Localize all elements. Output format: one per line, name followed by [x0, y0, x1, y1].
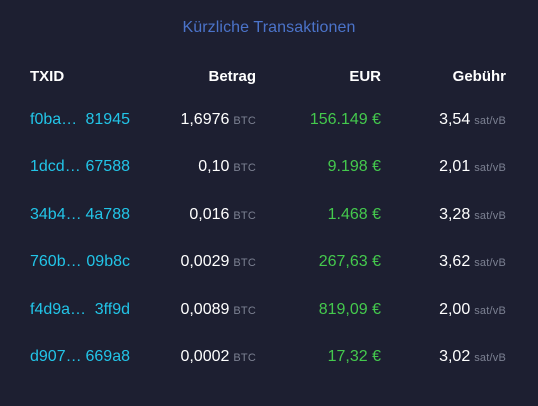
txid-start: d907…	[30, 348, 82, 366]
btc-unit: BTC	[233, 304, 256, 317]
amount-value: 0,0029	[180, 253, 230, 271]
eur-value: 17,32 €	[327, 348, 381, 366]
txid-start: f4d9a…	[30, 300, 87, 318]
table-row: 760b… 09b8c 0,0029 BTC 267,63 € 3,62 sat/v…	[30, 239, 506, 287]
eur-value: 9.198 €	[327, 158, 381, 176]
txid-cell: 760b… 09b8c	[30, 253, 150, 271]
btc-unit: BTC	[233, 209, 256, 222]
txid-end: 09b8c	[86, 253, 130, 271]
table-row: 34b4… 4a788 0,016 BTC 1.468 € 3,28 sat/vB	[30, 191, 506, 239]
table-row: d907… 669a8 0,0002 BTC 17,32 € 3,02 sat/vB	[30, 334, 506, 382]
txid-link[interactable]: 1dcd… 67588	[30, 158, 130, 176]
column-header-amount: Betrag	[208, 67, 256, 85]
fee-cell: 3,62 sat/vB	[381, 253, 506, 271]
fee-value: 3,54	[439, 110, 471, 128]
fee-unit: sat/vB	[474, 304, 506, 317]
amount-cell: 0,0089 BTC	[150, 301, 256, 319]
amount-cell: 0,10 BTC	[150, 158, 256, 176]
eur-cell: 1.468 €	[256, 206, 381, 224]
txid-link[interactable]: f0ba… 81945	[30, 111, 130, 129]
txid-cell: f4d9a… 3ff9d	[30, 301, 150, 319]
txid-start: 760b…	[30, 253, 82, 271]
table-row: 1dcd… 67588 0,10 BTC 9.198 € 2,01 sat/vB	[30, 144, 506, 192]
amount-value: 0,016	[189, 205, 230, 223]
fee-value: 3,28	[439, 205, 471, 223]
fee-cell: 3,54 sat/vB	[381, 111, 506, 129]
txid-link[interactable]: f4d9a… 3ff9d	[30, 301, 130, 319]
column-header-fee: Gebühr	[452, 67, 506, 85]
fee-cell: 3,02 sat/vB	[381, 348, 506, 366]
fee-unit: sat/vB	[474, 352, 506, 365]
txid-end: 67588	[85, 158, 131, 176]
txid-link[interactable]: 760b… 09b8c	[30, 253, 130, 271]
txid-end: 4a788	[85, 205, 131, 223]
fee-unit: sat/vB	[474, 209, 506, 222]
fee-value: 2,00	[439, 300, 471, 318]
column-header-txid: TXID	[30, 67, 65, 85]
amount-cell: 1,6976 BTC	[150, 111, 256, 129]
table-row: f4d9a… 3ff9d 0,0089 BTC 819,09 € 2,00 sat/…	[30, 286, 506, 334]
eur-value: 1.468 €	[327, 205, 381, 223]
amount-value: 0,10	[198, 158, 230, 176]
txid-cell: 34b4… 4a788	[30, 206, 150, 224]
txid-start: 34b4…	[30, 205, 82, 223]
txid-link[interactable]: d907… 669a8	[30, 348, 130, 366]
txid-cell: d907… 669a8	[30, 348, 150, 366]
btc-unit: BTC	[233, 162, 256, 175]
eur-cell: 156.149 €	[256, 111, 381, 129]
eur-value: 267,63 €	[318, 253, 381, 271]
fee-unit: sat/vB	[474, 257, 506, 270]
fee-cell: 2,01 sat/vB	[381, 158, 506, 176]
txid-cell: f0ba… 81945	[30, 111, 150, 129]
eur-cell: 9.198 €	[256, 158, 381, 176]
txid-cell: 1dcd… 67588	[30, 158, 150, 176]
txid-end: 669a8	[85, 348, 131, 366]
txid-end: 81945	[85, 110, 131, 128]
btc-unit: BTC	[233, 257, 256, 270]
amount-cell: 0,016 BTC	[150, 206, 256, 224]
column-header-eur: EUR	[349, 67, 381, 85]
fee-cell: 3,28 sat/vB	[381, 206, 506, 224]
amount-cell: 0,0029 BTC	[150, 253, 256, 271]
amount-cell: 0,0002 BTC	[150, 348, 256, 366]
eur-cell: 267,63 €	[256, 253, 381, 271]
amount-value: 0,0089	[180, 300, 230, 318]
fee-unit: sat/vB	[474, 114, 506, 127]
eur-cell: 17,32 €	[256, 348, 381, 366]
btc-unit: BTC	[233, 352, 256, 365]
txid-start: f0ba…	[30, 110, 78, 128]
table-header: TXID Betrag EUR Gebühr	[30, 56, 506, 96]
table-row: f0ba… 81945 1,6976 BTC 156.149 € 3,54 sat/…	[30, 96, 506, 144]
fee-value: 3,02	[439, 348, 471, 366]
txid-link[interactable]: 34b4… 4a788	[30, 206, 130, 224]
amount-value: 0,0002	[180, 348, 230, 366]
transactions-table: TXID Betrag EUR Gebühr f0ba… 81945 1,697…	[30, 56, 506, 381]
fee-cell: 2,00 sat/vB	[381, 301, 506, 319]
txid-end: 3ff9d	[94, 300, 130, 318]
btc-unit: BTC	[233, 114, 256, 127]
fee-unit: sat/vB	[474, 162, 506, 175]
eur-cell: 819,09 €	[256, 301, 381, 319]
fee-value: 2,01	[439, 158, 471, 176]
eur-value: 156.149 €	[309, 110, 381, 128]
eur-value: 819,09 €	[318, 300, 381, 318]
amount-value: 1,6976	[180, 110, 230, 128]
fee-value: 3,62	[439, 253, 471, 271]
panel-title: Kürzliche Transaktionen	[182, 19, 356, 36]
txid-start: 1dcd…	[30, 158, 81, 176]
